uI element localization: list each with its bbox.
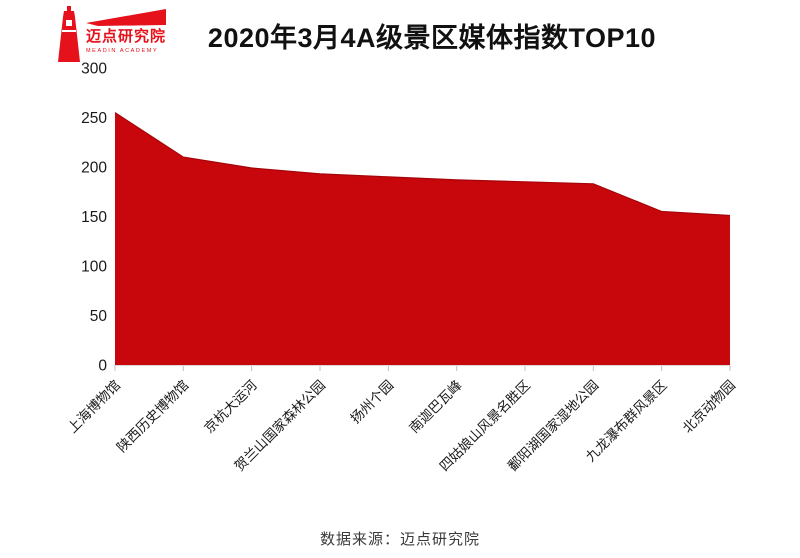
y-axis-label: 200 [81, 160, 107, 177]
y-axis-label: 50 [90, 308, 108, 325]
lighthouse-icon [58, 6, 80, 62]
chart-title: 2020年3月4A级景区媒体指数TOP10 [207, 23, 657, 53]
x-category-label: 上海博物馆 [64, 377, 123, 436]
y-axis-label: 150 [81, 209, 107, 226]
area-series [115, 112, 730, 365]
brand-name-cn: 迈点研究院 [86, 28, 167, 45]
x-category-label: 扬州个园 [348, 378, 397, 427]
brand-name-en: MEADIN ACADEMY [86, 48, 159, 54]
meadin-logo: 迈点研究院 MEADIN ACADEMY [54, 6, 166, 64]
x-category-label: 北京动物园 [680, 378, 738, 436]
y-axis-label: 250 [81, 110, 107, 127]
y-axis-label: 0 [98, 358, 107, 375]
x-category-label: 南迦巴瓦峰 [406, 377, 465, 436]
logo-text-block: 迈点研究院 MEADIN ACADEMY [86, 6, 166, 54]
area-top-line [114, 112, 731, 217]
data-source: 数据来源：迈点研究院 [319, 531, 480, 548]
y-axis-label: 300 [81, 61, 107, 78]
y-axis-label: 100 [81, 259, 107, 276]
x-category-label: 陕西历史博物馆 [113, 377, 191, 455]
light-beam-icon [86, 9, 166, 26]
x-category-label: 京杭大运河 [201, 377, 260, 436]
